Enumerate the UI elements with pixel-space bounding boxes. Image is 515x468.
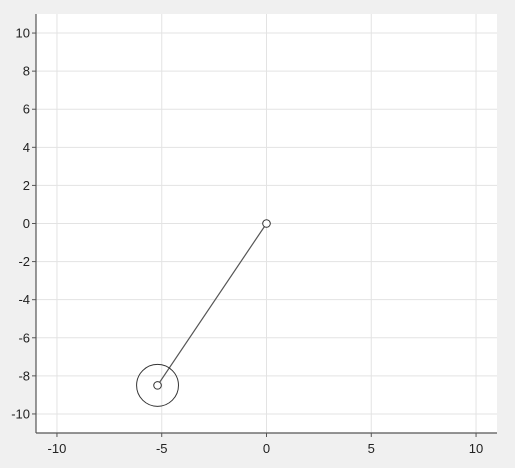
x-tick-label: 5 xyxy=(368,441,375,456)
y-tick-label: -6 xyxy=(18,330,30,345)
y-tick-label: 0 xyxy=(23,216,30,231)
y-tick-label: 2 xyxy=(23,178,30,193)
chart-marks xyxy=(136,219,271,407)
x-tick-label: 0 xyxy=(263,441,270,456)
bob-outer-circle xyxy=(136,363,179,407)
pendulum-rod-line xyxy=(157,223,267,386)
x-tick-label: -10 xyxy=(48,441,67,456)
y-tick-label: -10 xyxy=(11,406,30,421)
x-tick-label: 10 xyxy=(469,441,483,456)
y-tick-label: 10 xyxy=(16,26,30,41)
axes xyxy=(32,14,497,437)
pivot-point xyxy=(262,219,271,228)
y-tick-label: 8 xyxy=(23,64,30,79)
y-tick-label: -2 xyxy=(18,254,30,269)
x-tick-label: -5 xyxy=(156,441,168,456)
y-tick-label: -4 xyxy=(18,292,30,307)
y-tick-label: 4 xyxy=(23,140,30,155)
bob-point xyxy=(153,381,162,390)
tick-labels: -10 -5 0 5 10 10 8 6 4 2 0 -2 -4 -6 -8 -10 xyxy=(11,26,483,456)
y-tick-label: 6 xyxy=(23,102,30,117)
y-tick-label: -8 xyxy=(18,368,30,383)
